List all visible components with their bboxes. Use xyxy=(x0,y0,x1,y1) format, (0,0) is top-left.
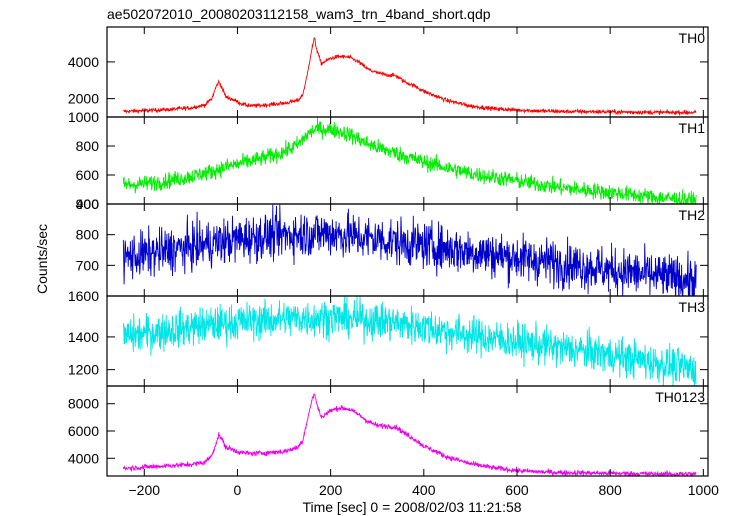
x-tick-label: 0 xyxy=(234,482,242,498)
y-tick-label: 400 xyxy=(76,196,100,212)
y-tick-label: 800 xyxy=(76,138,100,154)
x-tick-label: 800 xyxy=(598,482,622,498)
panel-th3: 1200 1400 1600 TH3 xyxy=(68,288,709,387)
panel-label-th2: TH2 xyxy=(679,207,706,223)
y-tick-label: 1600 xyxy=(68,288,99,304)
panel-th0: 2000 4000 TH0 xyxy=(68,26,709,118)
y-tick-label: 4000 xyxy=(68,54,99,70)
panel-frame xyxy=(106,295,709,387)
panel-frame xyxy=(106,26,709,118)
panel-label-th0: TH0 xyxy=(679,30,706,46)
panel-th0123: 4000 6000 8000 TH0123 xyxy=(68,385,709,477)
x-axis-title: Time [sec] 0 = 2008/02/03 11:21:58 xyxy=(302,499,521,515)
x-tick-label: 400 xyxy=(412,482,436,498)
panel-label-th1: TH1 xyxy=(679,120,706,136)
y-tick-label: 8000 xyxy=(68,396,99,412)
series-line-th3 xyxy=(122,296,697,386)
y-tick-label: 4000 xyxy=(68,450,99,466)
panel-th1: 400 600 800 1000 TH1 xyxy=(68,109,709,212)
y-tick-label: 6000 xyxy=(68,423,99,439)
panel-th2: 700 800 900 TH2 xyxy=(76,196,709,297)
series-line-th1 xyxy=(122,117,697,204)
x-axis: −200 0 200 400 600 800 1000 xyxy=(128,482,719,498)
y-tick-label: 600 xyxy=(76,167,100,183)
y-tick-label: 2000 xyxy=(68,91,99,107)
x-tick-label: 600 xyxy=(505,482,529,498)
y-tick-label: 1000 xyxy=(68,109,99,125)
series-line-th0 xyxy=(123,37,697,117)
y-tick-label: 1200 xyxy=(68,362,99,378)
y-axis-title: Counts/sec xyxy=(34,224,50,294)
x-tick-label: 1000 xyxy=(688,482,719,498)
y-tick-label: 900 xyxy=(76,196,100,212)
y-tick-label: 700 xyxy=(76,257,100,273)
x-tick-label: −200 xyxy=(128,482,160,498)
panel-label-th0123: TH0123 xyxy=(655,389,705,405)
y-tick-label: 1400 xyxy=(68,329,99,345)
x-tick-label: 200 xyxy=(319,482,343,498)
panel-label-th3: TH3 xyxy=(679,299,706,315)
series-line-th0123 xyxy=(122,392,697,476)
series-line-th2 xyxy=(122,204,697,296)
chart-title: ae502072010_20080203112158_wam3_trn_4ban… xyxy=(107,6,491,22)
panels-layer: 2000 4000 TH0 400 600 800 1000 TH1 700 800 900 TH2 1… xyxy=(68,26,709,477)
y-tick-label: 800 xyxy=(76,227,100,243)
